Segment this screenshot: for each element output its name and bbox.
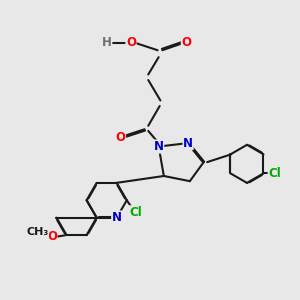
Text: Cl: Cl xyxy=(129,206,142,219)
Text: O: O xyxy=(116,131,126,144)
Text: H: H xyxy=(102,36,112,49)
Text: O: O xyxy=(47,230,57,243)
Text: Cl: Cl xyxy=(268,167,281,180)
Text: N: N xyxy=(112,211,122,224)
Text: N: N xyxy=(183,136,193,150)
Text: O: O xyxy=(126,36,136,49)
Text: CH₃: CH₃ xyxy=(26,226,49,237)
Text: O: O xyxy=(182,36,191,49)
Text: N: N xyxy=(154,140,164,153)
